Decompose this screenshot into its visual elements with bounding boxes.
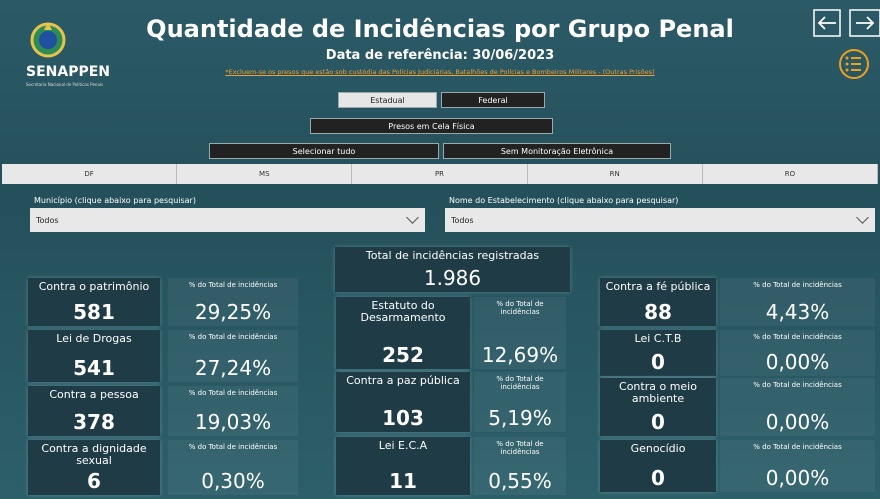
category-label: Lei de Drogas: [56, 332, 132, 345]
category-card: Contra a fé pública 88: [600, 278, 716, 326]
category-label: Contra a fé pública: [605, 280, 711, 293]
filter-label: Município (clique abaixo para pesquisar): [34, 196, 196, 205]
category-card: Genocídio 0: [600, 440, 716, 492]
category-value: 541: [73, 356, 115, 380]
dropdown-value: Todos: [36, 215, 59, 225]
percent-card: % do Total de incidências 19,03%: [168, 386, 298, 436]
dropdown-chevron: [406, 211, 419, 224]
state-button[interactable]: PR: [352, 164, 528, 184]
button-cela[interactable]: Presos em Cela Física: [310, 118, 553, 134]
percent-label: % do Total de incidências: [188, 389, 278, 397]
percent-value: 0,30%: [201, 469, 265, 493]
total-value: 1.986: [423, 266, 482, 290]
percent-value: 0,00%: [765, 350, 830, 374]
category-card: Lei E.C.A 11: [336, 437, 470, 495]
percent-card: % do Total de incidências 27,24%: [168, 330, 298, 382]
logo-text: SENAPPEN: [26, 64, 110, 80]
title: Quantidade de Incidências por Grupo Pena…: [146, 15, 734, 43]
percent-card: % do Total de incidências 0,00%: [720, 378, 875, 436]
category-value: 88: [644, 300, 672, 324]
category-card: Contra a dignidade sexual 6: [28, 440, 160, 495]
dropdown-value: Todos: [451, 215, 474, 225]
percent-value: 5,19%: [488, 406, 552, 430]
percent-label: % do Total de incidências: [496, 440, 544, 456]
category-card: Lei de Drogas 541: [28, 330, 160, 382]
percent-value: 12,69%: [481, 343, 559, 367]
category-label: Contra a paz pública: [346, 374, 460, 387]
dropdown[interactable]: Todos: [445, 208, 875, 232]
dropdown-chevron: [856, 211, 869, 224]
category-value: 581: [73, 300, 115, 324]
category-value: 103: [382, 406, 424, 430]
button-federal[interactable]: Federal: [441, 92, 545, 108]
percent-value: 0,55%: [488, 469, 552, 493]
state-button[interactable]: MS: [177, 164, 353, 184]
category-label: Estatuto do Desarmamento: [360, 299, 446, 324]
category-value: 6: [87, 469, 101, 493]
state-button[interactable]: RN: [527, 164, 703, 184]
category-value: 0: [651, 350, 665, 374]
category-label: Contra a pessoa: [49, 388, 139, 401]
percent-label: % do Total de incidências: [753, 333, 842, 341]
category-label: Contra o patrimônio: [38, 280, 150, 293]
category-label: Contra a dignidade sexual: [41, 442, 147, 467]
category-label: Lei E.C.A: [378, 439, 428, 452]
category-card: Contra a pessoa 378: [28, 386, 160, 436]
category-card: Contra o patrimônio 581: [28, 278, 160, 326]
subtitle: Data de referência: 30/06/2023: [325, 48, 555, 63]
percent-label: % do Total de incidências: [496, 375, 544, 391]
category-value: 378: [73, 410, 115, 434]
category-value: 0: [651, 410, 665, 434]
nav-icons[interactable]: [812, 8, 880, 88]
percent-label: % do Total de incidências: [496, 300, 544, 316]
percent-label: % do Total de incidências: [188, 333, 278, 341]
percent-card: % do Total de incidências 12,69%: [474, 297, 566, 369]
percent-card: % do Total de incidências 29,25%: [168, 278, 298, 326]
dropdown[interactable]: Todos: [30, 208, 425, 232]
button-monitoracao[interactable]: Sem Monitoração Eletrônica: [443, 143, 671, 159]
button-estadual[interactable]: Estadual: [338, 92, 437, 108]
percent-value: 0,00%: [765, 410, 830, 434]
percent-label: % do Total de incidências: [753, 443, 842, 451]
percent-card: % do Total de incidências 0,00%: [720, 330, 875, 376]
button-selecionar[interactable]: Selecionar tudo: [209, 143, 439, 159]
total-label: Total de incidências registradas: [365, 249, 540, 262]
category-value: 0: [651, 466, 665, 490]
category-value: 252: [382, 343, 424, 367]
percent-card: % do Total de incidências 0,30%: [168, 440, 298, 495]
percent-label: % do Total de incidências: [188, 281, 278, 289]
total-card: Total de incidências registradas 1.986: [335, 247, 570, 292]
percent-label: % do Total de incidências: [753, 381, 842, 389]
percent-label: % do Total de incidências: [753, 281, 842, 289]
state-button[interactable]: RO: [702, 164, 878, 184]
note: *Excluem-se os presos que estão sob cust…: [225, 68, 655, 76]
percent-card: % do Total de incidências 0,55%: [474, 437, 566, 495]
logo-subtext: Secretaria Nacional de Políticas Penais: [26, 82, 104, 87]
category-value: 11: [389, 469, 417, 493]
category-card: Lei C.T.B 0: [600, 330, 716, 376]
category-label: Lei C.T.B: [634, 332, 682, 345]
percent-card: % do Total de incidências 4,43%: [720, 278, 875, 326]
category-label: Genocídio: [630, 442, 686, 455]
percent-value: 27,24%: [194, 356, 272, 380]
category-card: Contra a paz pública 103: [336, 372, 470, 432]
percent-label: % do Total de incidências: [188, 443, 278, 451]
percent-card: % do Total de incidências 5,19%: [474, 372, 566, 432]
percent-value: 19,03%: [194, 410, 272, 434]
percent-value: 29,25%: [194, 300, 272, 324]
category-label: Contra o meio ambiente: [619, 380, 697, 405]
logo-emblem: [30, 22, 66, 58]
filter-label: Nome do Estabelecimento (clique abaixo p…: [449, 196, 679, 205]
state-button[interactable]: DF: [2, 164, 178, 184]
percent-value: 0,00%: [765, 466, 830, 490]
percent-value: 4,43%: [765, 300, 830, 324]
category-card: Contra o meio ambiente 0: [600, 378, 716, 436]
category-card: Estatuto do Desarmamento 252: [336, 297, 470, 369]
percent-card: % do Total de incidências 0,00%: [720, 440, 875, 492]
